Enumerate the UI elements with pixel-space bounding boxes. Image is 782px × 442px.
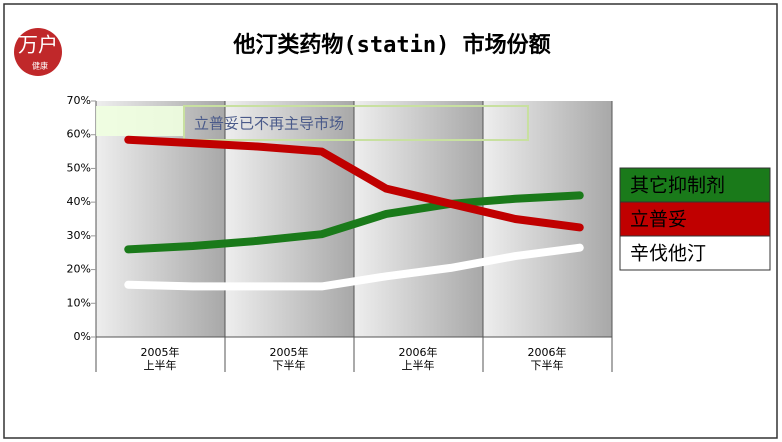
legend-label: 立普妥 [630, 209, 687, 231]
x-tick-label: 2006年 上半年 [398, 346, 438, 372]
plot-band [96, 101, 225, 337]
y-tick-label: 10% [67, 296, 91, 309]
legend-swatch [619, 167, 771, 203]
y-tick-label: 20% [67, 263, 91, 276]
annotation-frame [183, 105, 529, 141]
y-tick-label: 40% [67, 195, 91, 208]
chart-title: 他汀类药物(statin) 市场份额 [232, 32, 550, 58]
y-tick-label: 50% [67, 161, 91, 174]
series-line [124, 243, 584, 291]
legend-label: 其它抑制剂 [630, 175, 725, 197]
legend-swatch [619, 235, 771, 271]
x-tick-label: 2006年 下半年 [527, 346, 567, 372]
x-tick-label: 2005年 下半年 [269, 346, 309, 372]
logo: 万户 [18, 33, 58, 57]
y-tick-label: 70% [67, 94, 91, 107]
annotation-box [96, 106, 184, 136]
y-tick-label: 60% [67, 128, 91, 141]
series-line [124, 135, 584, 232]
series-line [124, 191, 584, 254]
logo-sub: 健康 [32, 61, 48, 71]
y-tick-label: 0% [74, 330, 91, 343]
plot-band [225, 101, 354, 337]
y-tick-label: 30% [67, 229, 91, 242]
x-tick-label: 2005年 上半年 [140, 346, 180, 372]
legend-label: 辛伐他汀 [630, 243, 706, 265]
annotation: 立普妥已不再主导市场 [194, 115, 344, 133]
logo-badge [14, 28, 62, 76]
